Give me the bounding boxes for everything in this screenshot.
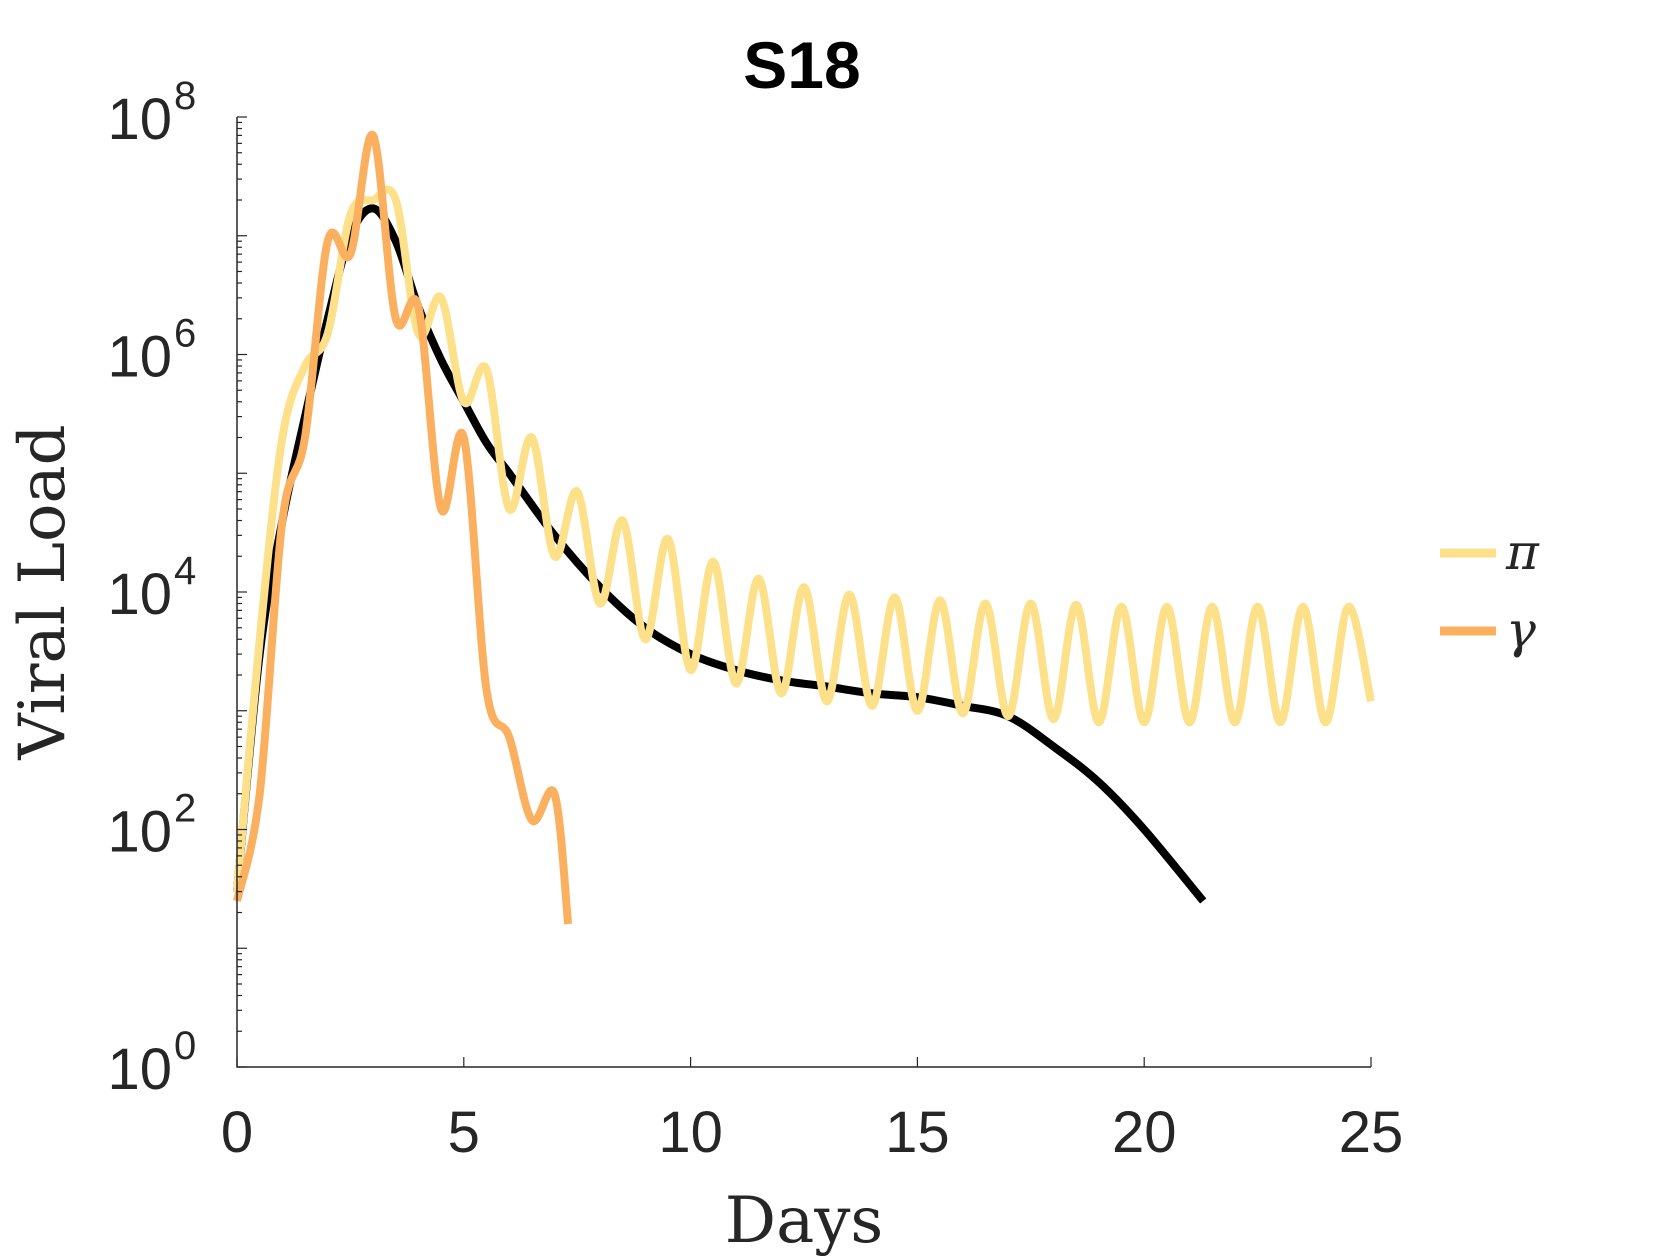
y-tick-base-1: 10 [107,800,172,865]
y-tick-label-0: 10 0 [107,1024,196,1102]
x-axis-label: Days [725,1184,883,1258]
series-line-0 [233,204,1207,904]
y-tick-exp-1: 2 [174,787,196,831]
x-tick-label-5: 25 [1339,1100,1404,1165]
y-tick-base-3: 10 [107,325,172,390]
axis-ticks [236,116,1372,1068]
y-tick-exp-4: 8 [174,74,196,118]
legend-item-2: γ [1440,601,1536,659]
series-line-1 [233,185,1375,892]
x-tick-label-0: 0 [221,1100,253,1165]
chart-title: S18 [743,28,860,102]
plot-area [233,116,1375,1068]
legend: πγ [1440,523,1540,659]
y-tick-label-3: 10 6 [107,312,196,390]
x-tick-label-2: 10 [658,1100,723,1165]
y-tick-base-4: 10 [107,87,172,152]
series-layer [233,130,1375,925]
x-tick-labels: 0 5 10 15 20 25 [221,1100,1403,1165]
series-line-2 [233,130,573,925]
y-axis-label: Viral Load [6,424,80,760]
y-tick-base-2: 10 [107,562,172,627]
legend-label-2: γ [1506,601,1536,659]
legend-label-1: π [1505,523,1540,581]
legend-item-1: π [1440,523,1540,581]
y-tick-exp-3: 6 [174,312,196,356]
y-tick-base-0: 10 [107,1037,172,1102]
y-tick-label-2: 10 4 [107,549,196,627]
x-tick-label-4: 20 [1112,1100,1177,1165]
y-tick-label-4: 10 8 [107,74,196,152]
x-tick-label-1: 5 [448,1100,480,1165]
y-tick-exp-0: 0 [174,1024,196,1068]
y-tick-exp-2: 4 [174,549,196,593]
y-tick-label-1: 10 2 [107,787,196,865]
x-tick-label-3: 15 [885,1100,950,1165]
